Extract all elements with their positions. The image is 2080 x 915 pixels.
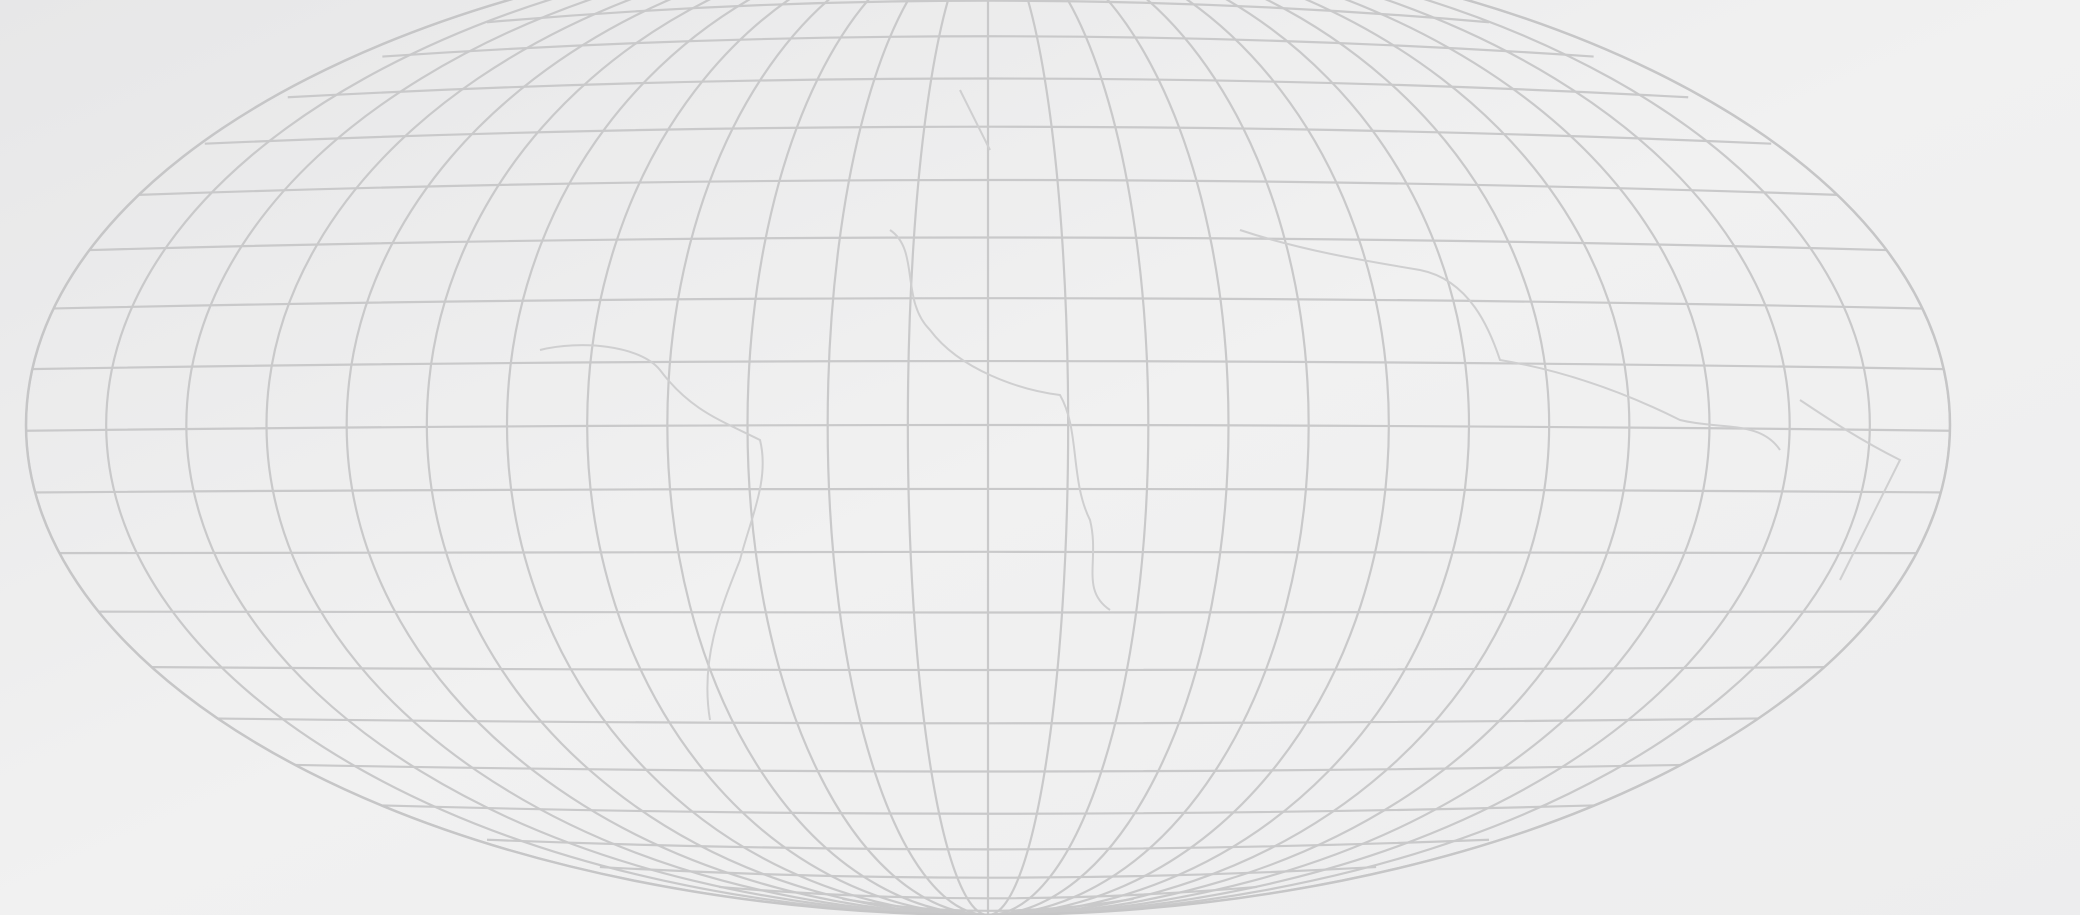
- wire-grid: [26, 0, 1950, 915]
- parallel-wire: [382, 35, 1594, 58]
- parallel-wire: [718, 885, 1258, 900]
- meridian-wire: [105, 0, 1871, 915]
- parallel-wire: [26, 487, 1950, 494]
- meridian-wire: [345, 0, 1631, 915]
- globe-rim: [25, 0, 1951, 915]
- continent-outline: [539, 344, 764, 721]
- parallel-wire: [134, 665, 1842, 672]
- parallel-wire: [599, 865, 1377, 879]
- parallel-wire: [204, 717, 1772, 725]
- parallel-wire: [842, 897, 1134, 912]
- parallel-wire: [38, 550, 1938, 555]
- parallel-wire: [287, 77, 1689, 99]
- continent-outlines: [539, 89, 1902, 721]
- parallel-wire: [287, 763, 1689, 773]
- parallel-wire: [26, 423, 1950, 433]
- parallel-wire: [204, 125, 1772, 145]
- parallel-wire: [382, 804, 1594, 815]
- parallel-wire: [38, 297, 1938, 310]
- parallel-wire: [486, 838, 1490, 851]
- meridian-wire: [505, 0, 1471, 915]
- parallel-wire: [79, 236, 1897, 252]
- meridian-wire: [185, 0, 1791, 915]
- parallel-wire: [26, 359, 1950, 371]
- parallel-wire: [79, 610, 1897, 614]
- parallel-wire: [134, 178, 1842, 197]
- continent-outline: [1239, 229, 1781, 451]
- continent-outline: [889, 229, 1111, 611]
- continent-outline: [959, 89, 991, 151]
- continent-outline: [1799, 399, 1902, 581]
- parallel-wire: [486, 0, 1490, 24]
- meridian-wire: [425, 0, 1551, 915]
